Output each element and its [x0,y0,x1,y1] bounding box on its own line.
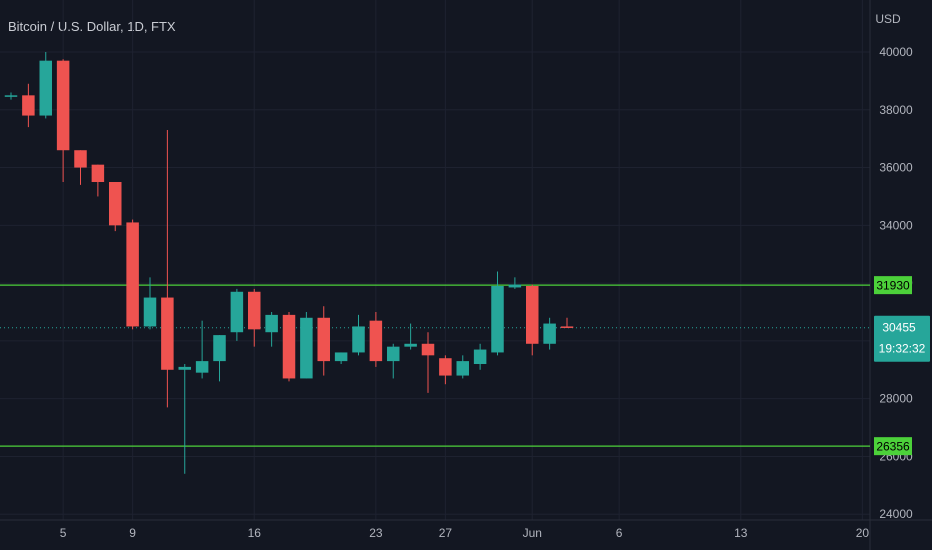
candle-body[interactable] [178,366,192,370]
candle-body[interactable] [4,95,18,97]
x-tick-label: 16 [248,526,262,540]
candle-body[interactable] [213,335,226,362]
currency-label: USD [875,12,901,26]
x-tick-label: 23 [369,526,383,540]
level-price-label: 31930 [876,279,910,293]
candle-body[interactable] [421,343,435,356]
candle-body[interactable] [439,358,452,376]
candle-body[interactable] [282,314,296,379]
candle-body[interactable] [195,361,209,373]
candle-body[interactable] [317,317,331,362]
y-tick-label: 40000 [879,45,913,59]
bar-countdown-label: 19:32:32 [879,342,926,356]
x-tick-label: Jun [523,526,542,540]
x-tick-label: 6 [616,526,623,540]
candle-body[interactable] [161,297,174,370]
candle-body[interactable] [334,352,348,362]
x-tick-label: 20 [856,526,870,540]
candle-body[interactable] [560,326,574,328]
candle-body[interactable] [91,164,105,182]
candle-body[interactable] [543,323,556,344]
candle-body[interactable] [352,326,365,353]
candle-body[interactable] [300,317,313,379]
candle-body[interactable] [387,346,400,362]
x-tick-label: 5 [60,526,67,540]
level-price-tag [874,437,912,456]
candle-body[interactable] [22,95,35,116]
candle-body[interactable] [369,320,383,362]
chart-title: Bitcoin / U.S. Dollar, 1D, FTX [8,19,176,34]
candle-body[interactable] [265,314,278,333]
candle-body[interactable] [230,291,244,333]
candle-body[interactable] [404,343,417,347]
x-tick-label: 9 [129,526,136,540]
candle-body[interactable] [248,291,261,330]
candle-body[interactable] [126,222,139,327]
candle-body[interactable] [39,60,53,116]
y-tick-label: 36000 [879,161,913,175]
candle-body[interactable] [109,182,122,226]
candle-body[interactable] [74,150,87,168]
candle-body[interactable] [508,284,522,288]
y-tick-label: 24000 [879,507,913,521]
candle-body[interactable] [143,297,157,327]
candle-body[interactable] [491,286,504,353]
candle-body[interactable] [526,286,539,344]
current-price-tag [874,315,930,362]
x-tick-label: 13 [734,526,748,540]
x-tick-label: 27 [439,526,453,540]
candle-body[interactable] [473,349,487,364]
y-tick-label: 28000 [879,392,913,406]
level-price-label: 26356 [876,440,910,454]
candle-body[interactable] [456,361,470,376]
y-tick-label: 34000 [879,218,913,232]
candle-body[interactable] [56,60,70,151]
level-price-tag [874,276,912,295]
y-tick-label: 38000 [879,103,913,117]
current-price-label: 30455 [882,321,916,335]
